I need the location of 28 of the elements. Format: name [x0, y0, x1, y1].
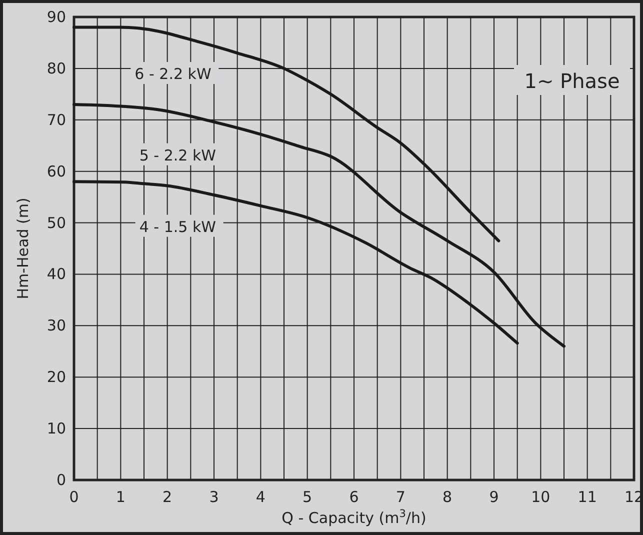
y-tick-label: 20 — [46, 368, 66, 386]
x-tick-label: 3 — [209, 488, 219, 506]
series-label: 6 - 2.2 kW — [134, 65, 212, 84]
series-label: 5 - 2.2 kW — [139, 146, 216, 164]
y-axis-title: Hm-Head (m) — [14, 198, 32, 300]
series-label: 4 - 1.5 kW — [139, 218, 216, 236]
y-tick-label: 60 — [46, 162, 66, 180]
y-tick-label: 90 — [46, 8, 66, 26]
x-tick-label: 10 — [531, 488, 550, 506]
y-tick-label: 80 — [46, 59, 66, 78]
x-tick-label: 11 — [578, 488, 597, 506]
x-tick-label: 9 — [489, 488, 499, 506]
y-tick-label: 30 — [46, 316, 66, 335]
y-tick-label: 70 — [46, 110, 66, 129]
x-tick-label: 2 — [162, 488, 172, 506]
x-tick-label: 1 — [116, 488, 126, 506]
x-tick-label: 4 — [256, 488, 266, 506]
y-tick-label: 10 — [46, 420, 66, 438]
x-tick-label: 0 — [69, 488, 79, 506]
y-tick-label: 50 — [46, 214, 66, 232]
x-axis-title: Q - Capacity (m$^{3}$/h) — [282, 508, 426, 527]
y-tick-label: 40 — [46, 265, 66, 284]
x-tick-label: 8 — [442, 488, 452, 506]
x-tick-label: 5 — [302, 488, 312, 506]
x-tick-label: 7 — [396, 488, 406, 506]
y-tick-label: 0 — [56, 471, 66, 489]
x-tick-label: 6 — [349, 488, 359, 506]
annotation: 1~ Phase — [524, 69, 620, 93]
